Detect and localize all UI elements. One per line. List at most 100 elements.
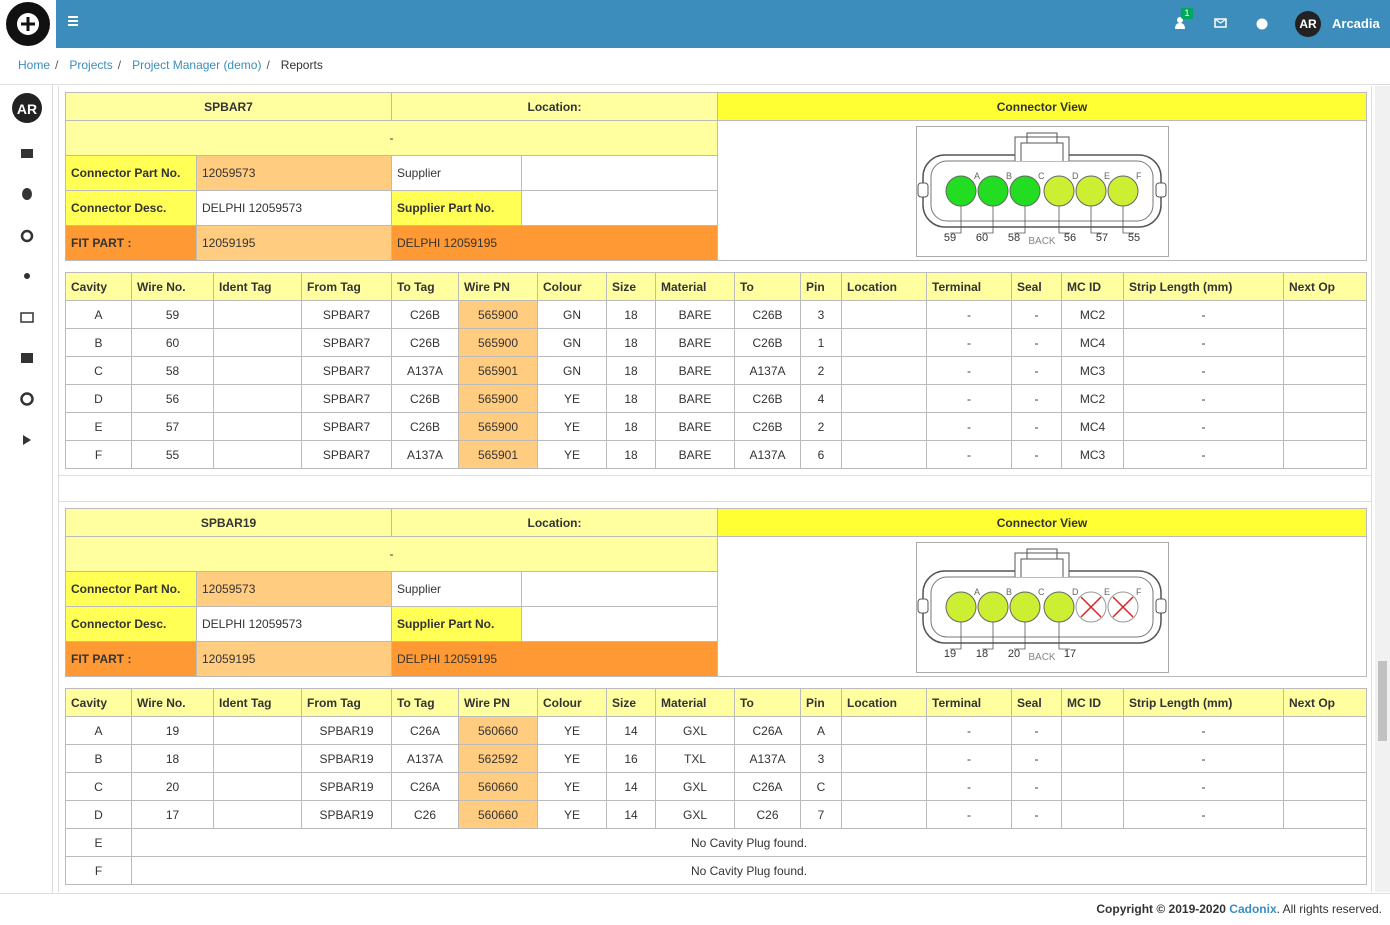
table-cell	[841, 772, 927, 801]
connector-diagram: A 19 B 18 C 20 D 17 E F BACK	[916, 542, 1169, 673]
wire-label: 55	[1128, 232, 1140, 244]
location-value: -	[65, 120, 718, 156]
connector-latch	[1014, 548, 1070, 577]
breadcrumb-link[interactable]: Project Manager (demo)	[132, 58, 262, 72]
table-cell: -	[1011, 716, 1062, 745]
connector-name: SPBAR19	[65, 508, 392, 537]
table-cell: -	[1123, 412, 1284, 441]
wire-lead	[1058, 206, 1070, 234]
table-cell	[841, 356, 927, 385]
table-cell: 560660	[458, 716, 538, 745]
table-cell: C26A	[734, 716, 801, 745]
table-cell: -	[926, 356, 1012, 385]
open-folder-icon[interactable]	[20, 312, 34, 323]
table-cell: -	[1123, 384, 1284, 413]
column-header: Location	[841, 272, 927, 301]
user-name[interactable]: Arcadia	[1332, 16, 1380, 31]
scrollbar[interactable]	[1375, 86, 1390, 892]
table-cell: C26B	[391, 300, 459, 329]
table-cell: SPBAR19	[301, 800, 392, 829]
table-cell: 57	[131, 412, 214, 441]
table-cell: YE	[537, 412, 607, 441]
help-icon[interactable]	[24, 273, 30, 279]
table-cell: -	[1123, 744, 1284, 773]
table-cell: -	[1123, 800, 1284, 829]
table-cell: 60	[131, 328, 214, 357]
table-cell	[1061, 716, 1124, 745]
table-cell: 14	[606, 800, 656, 829]
column-header: Terminal	[926, 272, 1012, 301]
table-cell: B	[65, 744, 132, 773]
column-header: To Tag	[391, 272, 459, 301]
supplier-part-value	[521, 606, 718, 642]
table-cell: BARE	[655, 440, 735, 469]
table-cell	[213, 772, 302, 801]
back-label: BACK	[1028, 236, 1056, 247]
table-cell: BARE	[655, 412, 735, 441]
table-cell: YE	[537, 384, 607, 413]
breadcrumb-link[interactable]: Projects	[69, 58, 113, 72]
table-cell: YE	[537, 744, 607, 773]
table-cell: -	[1011, 356, 1062, 385]
table-cell: C26B	[734, 384, 801, 413]
table-cell: C26B	[391, 412, 459, 441]
wire-label: 20	[1008, 648, 1020, 660]
table-cell: 7	[800, 800, 842, 829]
table-cell	[1283, 412, 1367, 441]
mail-icon[interactable]	[1214, 18, 1227, 28]
column-header: Terminal	[926, 688, 1012, 717]
table-cell	[213, 356, 302, 385]
table-cell: 565901	[458, 440, 538, 469]
column-header: Seal	[1011, 272, 1062, 301]
table-cell: GN	[537, 300, 607, 329]
sidebar-avatar[interactable]	[12, 93, 42, 123]
column-header: MC ID	[1061, 272, 1124, 301]
table-cell	[213, 328, 302, 357]
table-cell: D	[65, 384, 132, 413]
play-icon[interactable]	[23, 435, 31, 445]
table-cell: C26B	[391, 328, 459, 357]
table-cell: -	[926, 744, 1012, 773]
settings-icon[interactable]	[20, 229, 34, 243]
help-icon[interactable]	[1256, 18, 1268, 30]
menu-toggle[interactable]	[68, 16, 78, 26]
table-cell: -	[1011, 412, 1062, 441]
desc-label: Connector Desc.	[65, 190, 197, 226]
column-header: Strip Length (mm)	[1123, 688, 1284, 717]
table-cell: C	[800, 772, 842, 801]
scroll-thumb[interactable]	[1378, 661, 1387, 741]
sidebar-initials: AR	[16, 101, 38, 117]
user-avatar[interactable]	[1295, 11, 1321, 37]
table-cell: -	[1123, 716, 1284, 745]
table-cell: 58	[131, 356, 214, 385]
table-cell: YE	[537, 800, 607, 829]
company-link[interactable]: Cadonix	[1229, 902, 1277, 916]
table-cell: A137A	[391, 356, 459, 385]
table-cell: 2	[800, 412, 842, 441]
table-cell	[841, 384, 927, 413]
support-icon[interactable]	[20, 392, 34, 406]
database-icon[interactable]	[22, 188, 32, 200]
image-icon[interactable]	[21, 353, 33, 363]
table-cell: 562592	[458, 744, 538, 773]
wire-label: 60	[976, 232, 988, 244]
column-header: To Tag	[391, 688, 459, 717]
table-cell: C26A	[734, 772, 801, 801]
table-cell	[1283, 356, 1367, 385]
folder-icon[interactable]	[21, 149, 33, 158]
table-cell: C26B	[391, 384, 459, 413]
wire-lead	[1014, 206, 1026, 234]
table-cell: SPBAR7	[301, 412, 392, 441]
table-cell: -	[926, 716, 1012, 745]
table-cell: YE	[537, 716, 607, 745]
column-header: Strip Length (mm)	[1123, 272, 1284, 301]
table-cell: SPBAR19	[301, 744, 392, 773]
breadcrumb-link[interactable]: Home	[18, 58, 51, 72]
table-cell: -	[926, 440, 1012, 469]
table-cell: -	[926, 800, 1012, 829]
cavity-letter: B	[1006, 587, 1012, 597]
table-cell	[1283, 744, 1367, 773]
table-cell: YE	[537, 440, 607, 469]
table-cell: -	[926, 328, 1012, 357]
table-cell: MC4	[1061, 328, 1124, 357]
